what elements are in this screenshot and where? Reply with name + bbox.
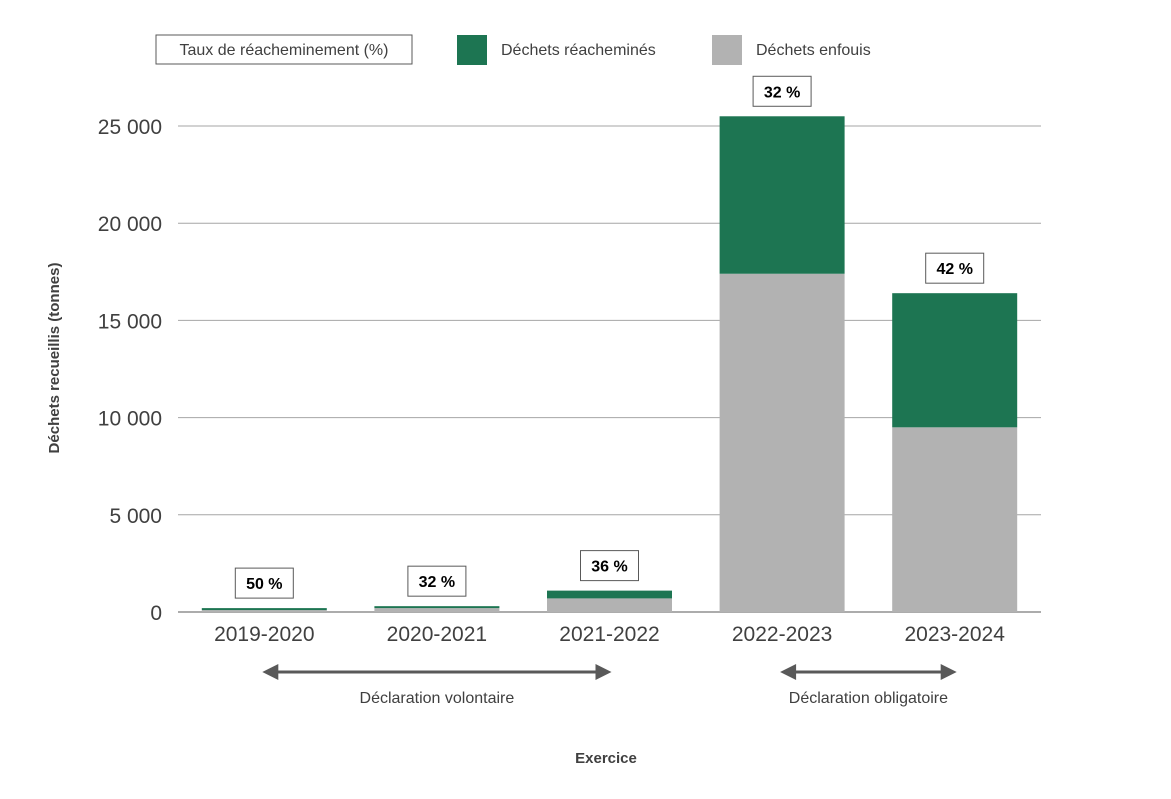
annotations: Déclaration volontaire Déclaration obliga… (262, 664, 957, 707)
x-tick-label: 2019-2020 (214, 623, 314, 646)
annotation-arrow-head-left (780, 664, 797, 680)
x-tick-label: 2021-2022 (559, 623, 659, 646)
legend-label-diverted: Déchets réacheminés (501, 42, 656, 59)
bar-landfilled (374, 608, 500, 612)
y-tick-label: 5 000 (109, 505, 162, 528)
legend-label-landfilled: Déchets enfouis (756, 42, 871, 59)
rate-label: 50 % (246, 576, 282, 593)
legend-swatch-diverted (457, 35, 487, 65)
bar-diverted (201, 608, 327, 611)
rate-label-box (752, 75, 812, 107)
rate-label-box (925, 252, 985, 284)
legend-rate-label: Taux de réacheminement (%) (180, 42, 389, 59)
annotation-arrow-head-right (940, 664, 957, 680)
legend-swatch-landfilled (712, 35, 742, 65)
annotation-label: Déclaration obligatoire (789, 690, 948, 707)
y-tick-label: 25 000 (98, 116, 162, 139)
rate-label: 32 % (764, 84, 800, 101)
bar-landfilled (892, 427, 1018, 612)
bar-landfilled (547, 598, 672, 612)
rate-label-box (234, 567, 294, 599)
x-axis-ticks: 2019-2020 2020-2021 2021-2022 2022-2023 2023… (214, 623, 1005, 646)
rate-label-box (407, 565, 467, 597)
y-tick-label: 10 000 (98, 408, 162, 431)
legend: Taux de réacheminement (%) Déchets réach… (155, 34, 871, 65)
bars (201, 116, 1018, 612)
rate-labels: 50 % 32 % 36 % 32 % 42 % (234, 75, 985, 599)
legend-rate-box (155, 34, 413, 65)
bar-diverted (892, 293, 1018, 428)
y-axis-title: Déchets recueillis (tonnes) (46, 263, 63, 454)
bar-diverted (374, 606, 500, 609)
rate-label: 36 % (591, 559, 627, 576)
rate-label: 32 % (419, 574, 455, 591)
x-axis-title: Exercice (575, 750, 637, 767)
bar-diverted (547, 590, 672, 599)
x-tick-label: 2023-2024 (904, 623, 1005, 646)
x-tick-label: 2022-2023 (732, 623, 832, 646)
bar-landfilled (201, 610, 327, 612)
bar-diverted (719, 116, 845, 274)
bar-landfilled (719, 273, 845, 612)
y-tick-label: 0 (150, 602, 162, 625)
annotation-label: Déclaration volontaire (360, 690, 515, 707)
y-tick-label: 20 000 (98, 213, 162, 236)
y-axis-ticks: 0 5 000 10 000 15 000 20 000 25 000 (98, 116, 162, 625)
annotation-arrow-head-right (595, 664, 612, 680)
rate-label: 42 % (936, 261, 972, 278)
x-tick-label: 2020-2021 (387, 623, 487, 646)
y-tick-label: 15 000 (98, 310, 162, 333)
annotation-arrow-head-left (262, 664, 279, 680)
rate-label-box (580, 550, 639, 582)
